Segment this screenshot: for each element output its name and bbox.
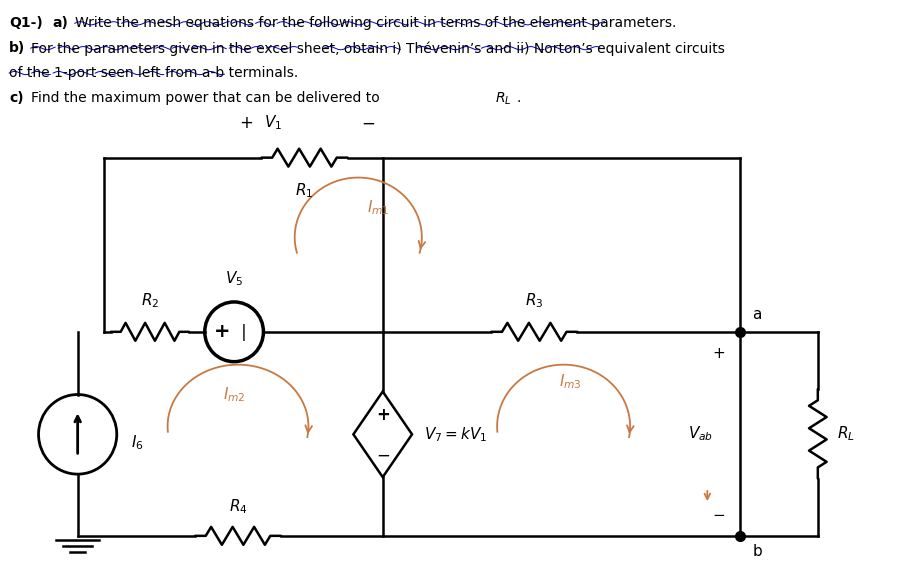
Text: of the 1-port seen left from a-b terminals.: of the 1-port seen left from a-b termina… <box>9 66 299 80</box>
Text: a: a <box>751 307 761 322</box>
Text: b: b <box>751 544 761 559</box>
Text: $V_1$: $V_1$ <box>264 113 282 131</box>
Text: For the parameters given in the excel sheet, obtain i) Thévenin’s and ii) Norton: For the parameters given in the excel sh… <box>31 41 723 56</box>
Text: $R_L$: $R_L$ <box>494 91 511 107</box>
Text: $R_3$: $R_3$ <box>524 291 543 310</box>
Text: $R_4$: $R_4$ <box>228 497 247 516</box>
Text: $-$: $-$ <box>711 507 724 521</box>
Text: a): a) <box>52 16 68 31</box>
Text: Q1-): Q1-) <box>9 16 43 31</box>
Text: Write the mesh equations for the following circuit in terms of the element param: Write the mesh equations for the followi… <box>75 16 676 31</box>
Text: $I_{m1}$: $I_{m1}$ <box>366 198 389 217</box>
Text: $V_{ab}$: $V_{ab}$ <box>687 424 713 443</box>
Text: $R_2$: $R_2$ <box>141 291 159 310</box>
Text: $I_{m3}$: $I_{m3}$ <box>558 372 581 391</box>
Text: +: + <box>375 406 390 424</box>
Text: $V_7 = kV_1$: $V_7 = kV_1$ <box>423 425 486 444</box>
Text: $+$: $+$ <box>238 114 253 131</box>
Text: .: . <box>516 91 520 105</box>
Text: $R_L$: $R_L$ <box>836 424 854 443</box>
Text: $V_5$: $V_5$ <box>225 269 243 288</box>
Text: $-$: $-$ <box>375 445 390 463</box>
Text: $+$: $+$ <box>711 346 723 361</box>
Text: $I_{m2}$: $I_{m2}$ <box>223 385 245 404</box>
Text: Find the maximum power that can be delivered to: Find the maximum power that can be deliv… <box>31 91 383 105</box>
Text: ❘: ❘ <box>236 323 251 341</box>
Text: $I_6$: $I_6$ <box>132 433 144 451</box>
Text: $R_1$: $R_1$ <box>295 181 313 200</box>
Text: +: + <box>214 322 230 341</box>
Text: $-$: $-$ <box>361 114 374 131</box>
Text: b): b) <box>9 41 25 55</box>
Text: c): c) <box>9 91 23 105</box>
